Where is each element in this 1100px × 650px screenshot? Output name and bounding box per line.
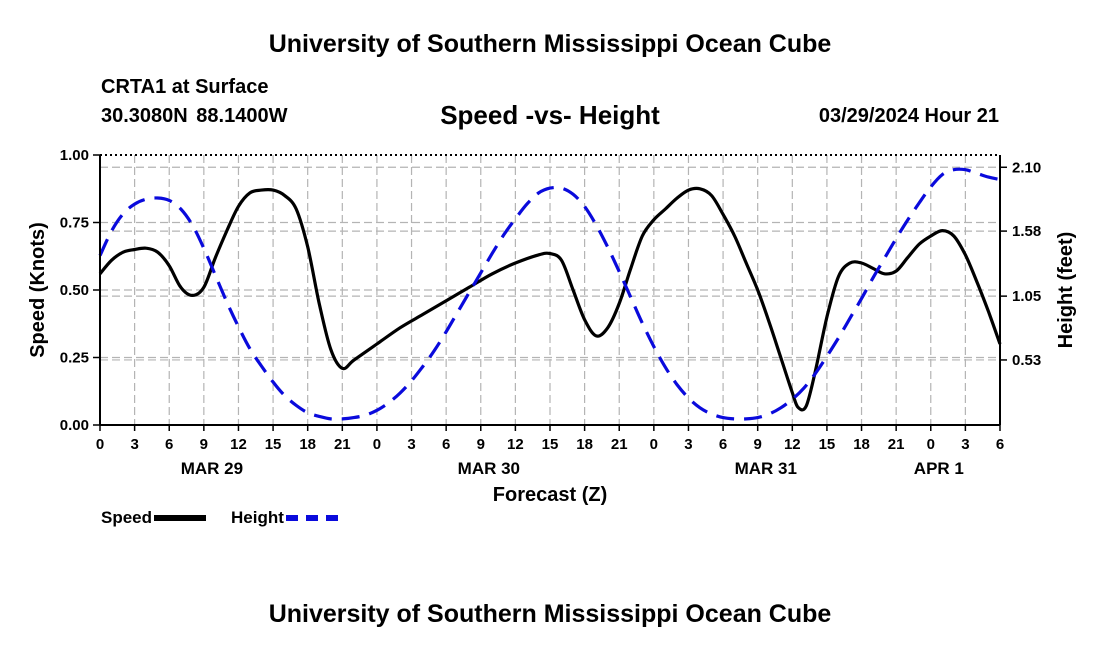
x-tick-label: 0 (650, 436, 658, 453)
x-tick-label: 18 (299, 436, 316, 453)
y-axis-left-label: Speed (Knots) (27, 222, 49, 358)
x-tick-label: 3 (130, 436, 138, 453)
legend-speed-label: Speed (101, 508, 153, 527)
x-tick-label: 0 (927, 436, 935, 453)
x-tick-label: 3 (961, 436, 969, 453)
x-tick-label: 6 (719, 436, 727, 453)
y-left-tick-label: 1.00 (60, 147, 89, 164)
x-tick-label: 0 (373, 436, 381, 453)
x-tick-label: 12 (784, 436, 801, 453)
x-tick-label: 3 (407, 436, 415, 453)
station-coordinates: 30.3080N 88.1400W (101, 105, 288, 127)
x-tick-label: 0 (96, 436, 104, 453)
y-right-tick-label: 1.05 (1012, 288, 1041, 305)
x-date-label: APR 1 (914, 459, 964, 478)
chart-title: Speed -vs- Height (440, 100, 660, 130)
x-tick-label: 15 (819, 436, 836, 453)
page-title: University of Southern Mississippi Ocean… (268, 30, 832, 58)
legend-speed: Speed (101, 508, 207, 528)
legend-height: Height (231, 508, 338, 528)
y-right-tick-label: 2.10 (1012, 159, 1041, 176)
speed-series-line (98, 186, 1002, 412)
x-tick-label: 9 (754, 436, 762, 453)
legend-height-swatch (285, 515, 338, 521)
x-date-label: MAR 31 (735, 459, 797, 478)
x-tick-label: 12 (507, 436, 524, 453)
x-tick-label: 6 (442, 436, 450, 453)
x-date-label: MAR 29 (181, 459, 243, 478)
legend-height-label: Height (231, 508, 284, 527)
x-date-label: MAR 30 (458, 459, 520, 478)
x-tick-label: 21 (611, 436, 628, 453)
y-left-tick-label: 0.75 (60, 215, 89, 232)
forecast-datestamp: 03/29/2024 Hour 21 (818, 105, 999, 127)
x-tick-label: 21 (888, 436, 905, 453)
y-left-tick-label: 0.50 (60, 282, 89, 299)
y-right-tick-label: 1.58 (1012, 223, 1041, 240)
x-tick-label: 6 (165, 436, 173, 453)
x-tick-label: 18 (576, 436, 593, 453)
y-axis-right-label: Height (feet) (1055, 232, 1077, 349)
legend-speed-swatch (154, 515, 207, 521)
x-tick-label: 18 (853, 436, 870, 453)
axes: 0 3 6 9 12 15 18 21 0 3 6 9 12 15 18 21 0 3 6 9 12 15 18 21 0 3 6M… (60, 147, 1041, 478)
x-tick-label: 15 (542, 436, 559, 453)
y-left-tick-label: 0.25 (60, 350, 89, 367)
x-tick-label: 21 (334, 436, 351, 453)
height-series-line (98, 167, 1001, 421)
x-tick-label: 3 (684, 436, 692, 453)
x-tick-label: 6 (996, 436, 1004, 453)
x-tick-label: 15 (265, 436, 282, 453)
x-axis-label: Forecast (Z) (493, 484, 607, 506)
page-footer-title: University of Southern Mississippi Ocean… (268, 600, 832, 628)
y-left-tick-label: 0.00 (60, 417, 89, 434)
station-name: CRTA1 at Surface (101, 76, 269, 98)
y-right-tick-label: 0.53 (1012, 352, 1041, 369)
grid (100, 155, 1000, 425)
series-layer (98, 167, 1002, 421)
x-tick-label: 9 (200, 436, 208, 453)
x-tick-label: 12 (230, 436, 247, 453)
x-tick-label: 9 (477, 436, 485, 453)
